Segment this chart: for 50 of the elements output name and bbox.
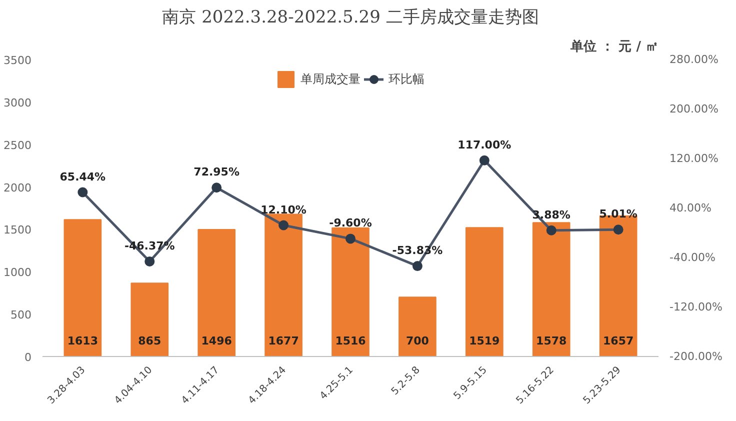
bar — [332, 227, 370, 356]
point — [412, 261, 422, 272]
legend-label: 单周成交量 — [300, 70, 360, 88]
y-tick-label: 500 — [10, 308, 32, 322]
y2-tick-label: 200.00% — [670, 102, 718, 116]
bar — [130, 282, 169, 356]
data-label: 1578 — [536, 334, 567, 348]
bar — [532, 222, 570, 356]
y-tick-label: 3500 — [4, 54, 32, 67]
data-label: 1516 — [335, 334, 366, 348]
bar — [398, 296, 436, 356]
y-tick-label: 2500 — [4, 138, 32, 152]
point — [78, 187, 88, 198]
data-label: 1613 — [67, 334, 98, 348]
point — [613, 224, 624, 235]
bar — [264, 214, 302, 356]
data-label: 1657 — [603, 334, 634, 348]
data-label: 65.44% — [60, 170, 106, 184]
data-label: 1496 — [201, 334, 232, 348]
point — [479, 155, 490, 166]
data-label: 700 — [406, 334, 430, 348]
data-label: 12.10% — [260, 203, 306, 216]
y-tick-label: 1500 — [4, 224, 32, 237]
data-label: -9.60% — [329, 216, 372, 230]
data-label: 1519 — [469, 334, 500, 348]
y2-tick-label: -40.00% — [670, 251, 716, 264]
y-tick-label: 3000 — [4, 96, 32, 110]
y-tick-label: 2000 — [4, 181, 32, 194]
y2-tick-label: 40.00% — [670, 202, 712, 214]
data-label: 865 — [138, 334, 162, 348]
point — [278, 220, 289, 230]
point — [546, 225, 556, 236]
y2-tick-label: 280.00% — [670, 53, 718, 66]
y-tick-label: 0 — [24, 351, 32, 364]
point — [346, 234, 356, 244]
data-label: 1677 — [268, 334, 299, 348]
data-label: 117.00% — [458, 138, 512, 152]
bar — [64, 219, 102, 356]
point — [144, 256, 155, 266]
bar — [466, 227, 504, 356]
data-label: 72.95% — [194, 166, 240, 179]
chart-title: 南京 2022.3.28-2022.5.29 二手房成交量走势图 — [162, 8, 539, 28]
chart-subtitle: 单位 ： 元 / ㎡ — [570, 38, 659, 54]
legend-label: 环比幅 — [388, 70, 424, 88]
point — [212, 182, 222, 193]
y2-tick-label: -120.00% — [670, 300, 722, 314]
y2-tick-label: -200.00% — [670, 350, 722, 363]
y-tick-label: 1000 — [4, 266, 32, 280]
bar — [198, 229, 236, 356]
y2-tick-label: 120.00% — [670, 152, 718, 165]
